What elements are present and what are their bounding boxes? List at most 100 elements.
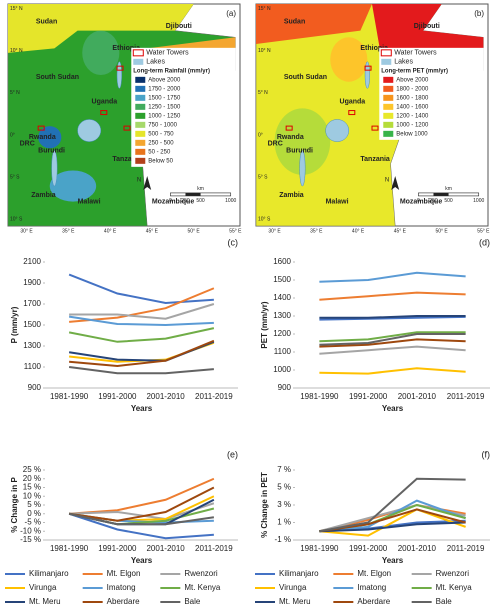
wet-region	[38, 126, 62, 149]
lon-label: 35° E	[310, 228, 323, 234]
legend-label: 250 - 500	[148, 140, 174, 146]
lon-label: 50° E	[187, 228, 200, 234]
scale-label: 1000	[473, 198, 484, 204]
legend-label: Virunga	[29, 583, 57, 592]
y-tick-label: -5 %	[25, 518, 41, 527]
x-tick-label: 2001-2010	[146, 392, 185, 401]
x-tick-label: 1981-1990	[50, 544, 89, 553]
legend-swatch	[135, 157, 146, 164]
place-label: South Sudan	[36, 74, 79, 81]
north-label: N	[137, 178, 141, 184]
legend-swatch	[135, 94, 146, 101]
legend-swatch	[383, 85, 394, 92]
place-label: Djibouti	[414, 23, 440, 30]
x-tick-label: 2001-2010	[398, 392, 437, 401]
legend-swatch	[380, 49, 392, 57]
x-axis-label: Years	[131, 404, 153, 413]
x-tick-label: 1981-1990	[300, 392, 339, 401]
y-tick-label: 7 %	[277, 465, 291, 474]
legend-label: Mt. Kenya	[436, 583, 473, 592]
lake	[325, 119, 350, 142]
legend-label: Rwenzori	[436, 569, 470, 578]
place-label: Uganda	[92, 99, 118, 106]
lon-label: 40° E	[104, 228, 117, 234]
water-tower	[285, 125, 293, 131]
place-label: Tanzania	[112, 156, 142, 163]
legend-label: Above 2000	[396, 77, 429, 83]
series-line	[68, 512, 214, 540]
y-axis-label: % Change in PET	[260, 472, 269, 538]
scale-label: 500	[196, 198, 205, 204]
north-arrow	[143, 176, 152, 191]
water-tower	[364, 65, 372, 71]
scale-label: 0	[417, 198, 420, 204]
water-tower	[100, 110, 108, 116]
panel-label: (d)	[479, 237, 490, 247]
lon-label: 30° E	[268, 228, 281, 234]
series-line	[69, 303, 215, 320]
x-tick-label: 2011-2019	[447, 544, 485, 553]
legend-label: 1800 - 2000	[396, 86, 429, 92]
y-tick-label: 10 %	[23, 491, 41, 500]
legend-swatch	[135, 148, 146, 155]
scale-label: 250	[429, 198, 438, 204]
legend-swatch	[383, 103, 394, 110]
series-line	[68, 512, 215, 526]
series-line	[68, 327, 215, 343]
y-tick-label: 1500	[273, 275, 291, 284]
cool-region	[274, 108, 331, 175]
x-axis-label: Years	[131, 556, 153, 565]
map-legend	[131, 47, 236, 167]
legend-swatch	[135, 76, 146, 83]
lat-label: 5° N	[258, 90, 268, 96]
series-line	[68, 486, 215, 522]
scale-unit: km	[445, 186, 452, 192]
legend-label: Kilimanjaro	[29, 569, 69, 578]
legend-swatch	[135, 121, 146, 128]
place-label: Mozambique	[400, 198, 442, 205]
y-axis-label: PET (mm/yr)	[260, 301, 269, 348]
place-label: Ethiopia	[112, 45, 140, 52]
y-tick-label: 20 %	[23, 474, 41, 483]
x-tick-label: 1991-2000	[98, 392, 137, 401]
legend-swatch	[383, 112, 394, 119]
legend-label: Aberdare	[107, 597, 140, 606]
legend-swatch	[135, 139, 146, 146]
scale-unit: km	[197, 186, 204, 192]
x-tick-label: 2001-2010	[146, 544, 185, 553]
place-label: Malawi	[326, 198, 349, 205]
y-tick-label: 1300	[23, 341, 41, 350]
series-line	[69, 339, 215, 367]
lon-label: 35° E	[62, 228, 75, 234]
water-tower	[348, 110, 356, 116]
lon-label: 50° E	[435, 228, 448, 234]
warm-region	[256, 4, 372, 44]
series-line	[68, 315, 214, 327]
legend-label: 1400 - 1600	[396, 104, 429, 110]
scale-label: 500	[444, 198, 453, 204]
panel-label: (e)	[227, 449, 238, 459]
lon-label: 30° E	[20, 228, 33, 234]
lat-label: 5° S	[258, 174, 268, 180]
place-label: Burundi	[38, 147, 65, 154]
lake	[116, 61, 122, 89]
place-label: DRC	[20, 141, 35, 148]
y-tick-label: 900	[278, 383, 292, 392]
legend-swatch	[383, 94, 394, 101]
place-label: Djibouti	[166, 23, 192, 30]
lake	[299, 150, 306, 187]
legend-label: Mt. Kenya	[184, 583, 221, 592]
series-line	[319, 315, 466, 321]
legend-label: 1200 - 1400	[396, 113, 429, 119]
scale-label: 1000	[225, 198, 236, 204]
legend-label: Water Towers	[394, 50, 437, 57]
y-tick-label: 5 %	[277, 483, 291, 492]
legend-label: 50 - 250	[148, 149, 171, 155]
y-tick-label: 1 %	[277, 518, 291, 527]
legend-swatch	[383, 76, 394, 83]
scale-bar	[433, 192, 449, 196]
series-line	[68, 366, 214, 375]
lon-label: 45° E	[394, 228, 407, 234]
series-line	[69, 477, 215, 515]
